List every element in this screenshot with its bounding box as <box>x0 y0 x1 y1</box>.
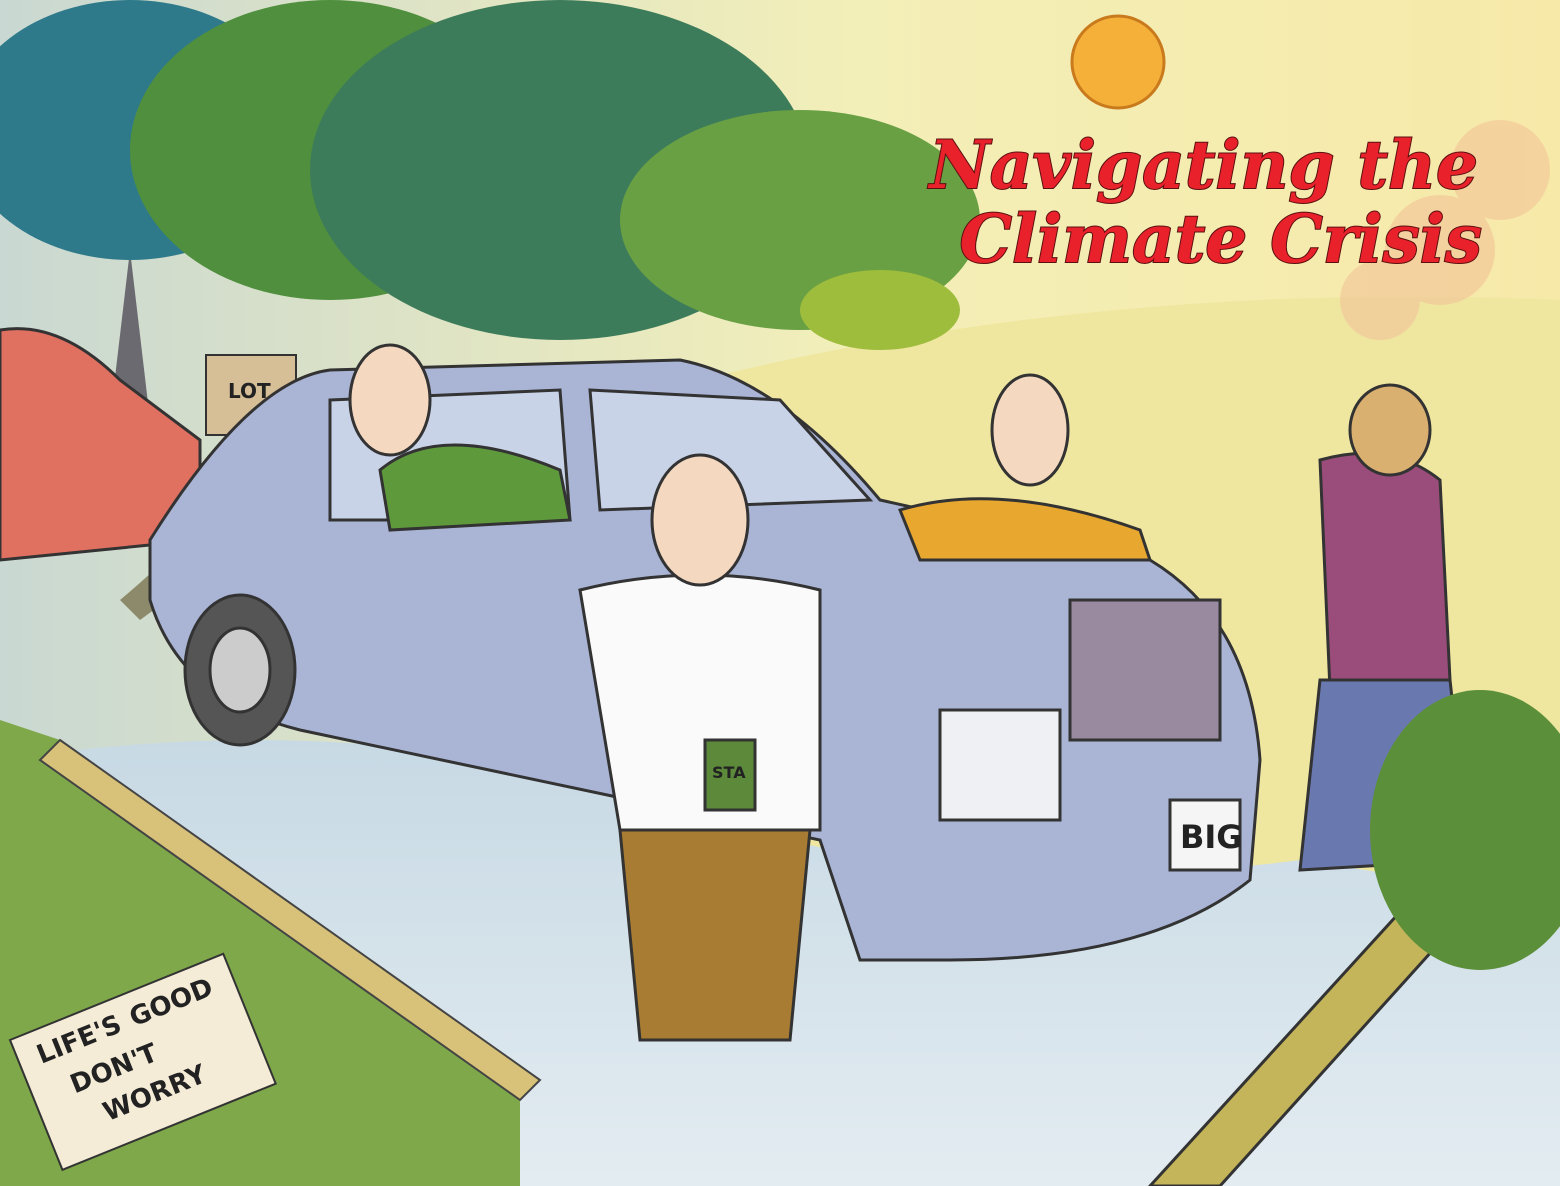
sun <box>1072 16 1164 108</box>
cup-text: STA <box>712 763 746 782</box>
title-line: Navigating the <box>927 126 1478 204</box>
license-plate: BIG <box>1180 818 1243 856</box>
title-line: Climate Crisis <box>960 200 1483 278</box>
illustration: LOT BIG STA LIFE'S GOOD DON'T WO <box>0 0 1560 1186</box>
